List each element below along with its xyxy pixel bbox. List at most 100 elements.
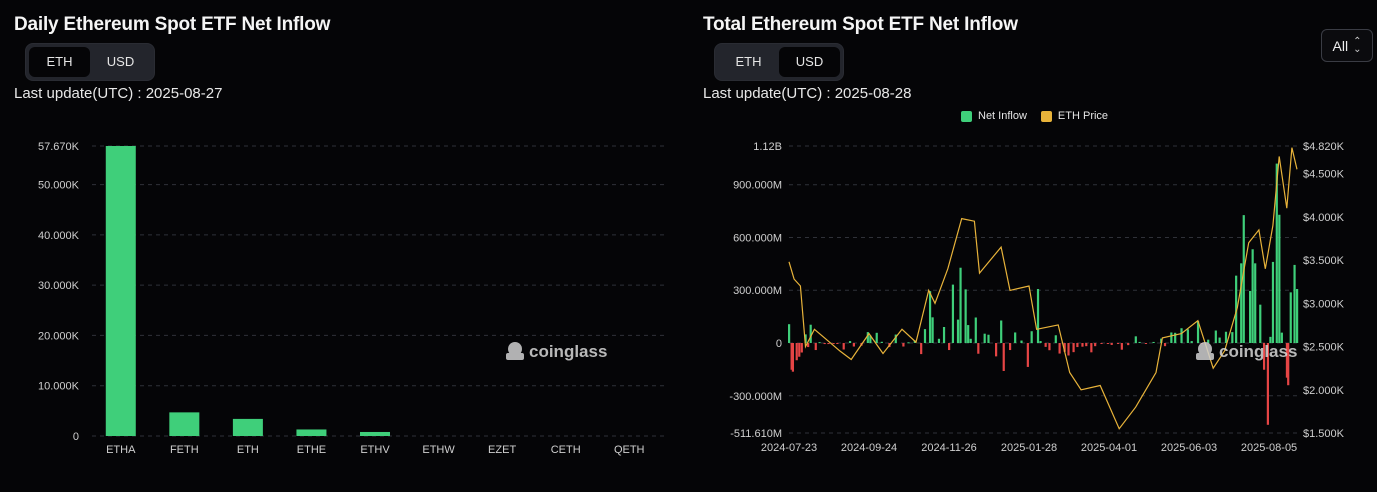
net-inflow-bar [1180, 328, 1183, 344]
left-y-tick-label: 50.000K [38, 180, 80, 192]
left-x-tick-label: ETHA [106, 444, 136, 456]
right-right-y-tick-label: $2.500K [1303, 342, 1345, 354]
right-right-y-tick-label: $4.820K [1303, 141, 1345, 153]
right-legend: Net Inflow ETH Price [961, 110, 1108, 122]
coinglass-watermark-text: coinglass [1219, 342, 1297, 361]
range-select-value: All [1332, 37, 1349, 54]
net-inflow-bar [1280, 332, 1283, 344]
net-inflow-bar [875, 332, 878, 344]
net-inflow-bar [1289, 292, 1292, 344]
left-x-tick-label: QETH [614, 444, 645, 456]
net-inflow-bar [951, 284, 955, 344]
up-down-chevron-icon: ⌃ ⌄ [1353, 35, 1362, 55]
net-inflow-bar [1160, 338, 1163, 344]
legend-swatch-eth-price [1040, 110, 1052, 122]
net-inflow-bar [1026, 343, 1029, 367]
net-inflow-bar [937, 338, 941, 344]
net-inflow-bar [1014, 332, 1017, 344]
right-unit-toggle: ETH USD [714, 43, 844, 81]
right-x-tick-label: 2025-08-05 [1241, 442, 1297, 454]
net-inflow-bar [942, 327, 946, 344]
net-inflow-bar [1254, 263, 1257, 344]
net-inflow-bar [1044, 343, 1047, 347]
net-inflow-bar [907, 342, 910, 344]
net-inflow-bar [1081, 343, 1084, 347]
right-left-y-tick-label: 600.000M [733, 232, 782, 244]
net-inflow-bar [1190, 341, 1193, 344]
net-inflow-bar [1269, 336, 1272, 344]
net-inflow-bar [1242, 215, 1245, 344]
left-x-tick-label: EZET [488, 444, 516, 456]
net-inflow-bar [1085, 343, 1088, 347]
net-inflow-bar [1067, 343, 1070, 356]
net-inflow-bar [1271, 261, 1275, 344]
left-last-update: Last update(UTC) : 2025-08-27 [14, 85, 223, 102]
legend-item-net-inflow[interactable]: Net Inflow [961, 110, 1027, 122]
net-inflow-bar [920, 343, 923, 355]
net-inflow-bar [1287, 343, 1290, 386]
right-toggle-usd[interactable]: USD [779, 47, 840, 77]
net-inflow-bar [928, 291, 932, 344]
net-inflow-bar [1127, 343, 1130, 346]
net-inflow-bar [836, 343, 839, 345]
net-inflow-bar [1039, 341, 1042, 344]
right-left-y-tick-label: 0 [776, 338, 782, 350]
net-inflow-bar [1186, 329, 1189, 344]
coinglass-logo-icon [1198, 342, 1212, 356]
net-inflow-bar [959, 267, 962, 344]
left-y-tick-label: 30.000K [38, 280, 80, 292]
net-inflow-bar [902, 343, 905, 347]
net-inflow-bar [1090, 343, 1093, 353]
coinglass-watermark-text: coinglass [529, 342, 607, 361]
coinglass-logo-icon [508, 342, 522, 356]
left-bar-ethe [296, 429, 327, 436]
left-panel-title: Daily Ethereum Spot ETF Net Inflow [14, 14, 331, 35]
legend-label-eth-price: ETH Price [1057, 110, 1109, 122]
net-inflow-bar [791, 343, 795, 372]
left-x-tick-label: ETHE [297, 444, 326, 456]
net-inflow-bar [832, 343, 835, 345]
net-inflow-bar [1000, 320, 1003, 344]
right-right-y-tick-label: $1.500K [1303, 428, 1345, 440]
right-x-tick-label: 2024-07-23 [761, 442, 817, 454]
net-inflow-bar [931, 317, 934, 344]
left-y-tick-label: 57.670K [38, 141, 80, 153]
net-inflow-bar [1235, 275, 1238, 344]
left-x-tick-label: ETHW [422, 444, 455, 456]
right-left-y-tick-label: 300.000M [733, 285, 782, 297]
net-inflow-bar [1249, 290, 1252, 344]
net-inflow-bar [894, 334, 897, 344]
right-left-y-tick-label: -300.000M [729, 391, 782, 403]
net-inflow-bar [1207, 339, 1210, 344]
net-inflow-bar [1063, 343, 1066, 352]
right-x-tick-label: 2024-09-24 [841, 442, 897, 454]
net-inflow-bar [790, 343, 793, 370]
net-inflow-bar [1163, 343, 1167, 347]
left-toggle-usd[interactable]: USD [106, 54, 135, 69]
net-inflow-bar [1293, 264, 1296, 344]
net-inflow-bar [969, 338, 972, 344]
right-left-y-tick-label: 900.000M [733, 180, 782, 192]
net-inflow-bar [1058, 343, 1061, 354]
net-inflow-bar [1262, 343, 1266, 370]
net-inflow-bar [1116, 343, 1120, 345]
right-right-y-tick-label: $3.000K [1303, 298, 1345, 310]
net-inflow-bar [1278, 214, 1281, 344]
net-inflow-bar [1224, 331, 1228, 344]
range-select[interactable]: All ⌃ ⌄ [1321, 29, 1373, 62]
right-left-y-tick-label: 1.12B [753, 141, 782, 153]
right-panel-title: Total Ethereum Spot ETF Net Inflow [703, 14, 1018, 35]
left-toggle-eth[interactable]: ETH [29, 47, 90, 77]
net-inflow-bar [807, 343, 810, 348]
left-bar-eth [232, 418, 263, 436]
net-inflow-bar [948, 343, 951, 351]
right-x-tick-label: 2025-01-28 [1001, 442, 1057, 454]
net-inflow-bar [1231, 332, 1234, 344]
net-inflow-bar [987, 334, 990, 344]
net-inflow-bar [814, 343, 817, 351]
net-inflow-bar [1106, 343, 1109, 345]
net-inflow-bar [1251, 249, 1254, 344]
net-inflow-bar [1072, 343, 1075, 353]
legend-item-eth-price[interactable]: ETH Price [1040, 110, 1109, 122]
right-toggle-eth[interactable]: ETH [735, 54, 762, 69]
